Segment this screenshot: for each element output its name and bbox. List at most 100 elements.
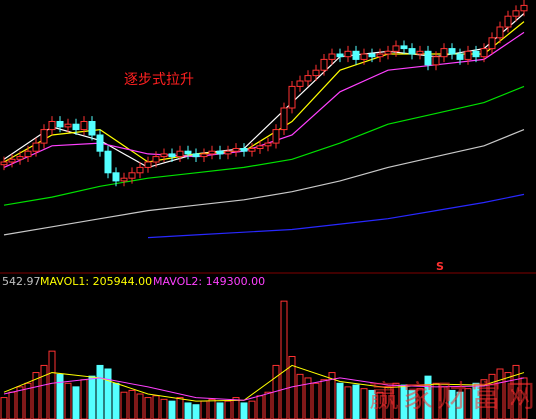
- volume-bar: [184, 402, 192, 419]
- volume-bar: [344, 386, 352, 419]
- candle-body: [336, 53, 344, 58]
- candle-body: [472, 50, 480, 58]
- annotation: 逐步式拉升: [124, 72, 194, 88]
- volume-bar: [192, 404, 200, 419]
- candle-body: [400, 45, 408, 50]
- candle-body: [208, 150, 216, 155]
- volume-bar: [280, 300, 288, 419]
- volume-bar: [56, 373, 64, 419]
- candle-body: [112, 172, 120, 182]
- watermark: 赢家财富网: [369, 380, 536, 415]
- volume-bar: [88, 375, 96, 419]
- candle-body: [320, 58, 328, 71]
- volume-bar: [232, 397, 240, 419]
- candle-body: [64, 123, 72, 128]
- candle-body: [200, 153, 208, 158]
- candle-body: [224, 150, 232, 155]
- volume-bar: [360, 388, 368, 419]
- volume-bar: [496, 368, 504, 419]
- candle-body: [216, 150, 224, 155]
- candle-body: [8, 158, 16, 163]
- volume-bar: [248, 400, 256, 419]
- volume-bar: [216, 402, 224, 419]
- candle-body: [512, 10, 520, 17]
- candle-body: [272, 129, 280, 144]
- candle-body: [520, 4, 528, 12]
- candle-body: [40, 129, 48, 144]
- candle-body: [288, 85, 296, 109]
- volume-bar: [48, 350, 56, 419]
- line: [3, 377, 525, 401]
- volume-bar: [488, 373, 496, 419]
- volume-bar: [336, 382, 344, 419]
- volume-bar: [200, 400, 208, 419]
- volume-bar: [104, 368, 112, 419]
- candle-body: [160, 153, 168, 158]
- volume-bar: [16, 386, 24, 419]
- volume-bar: [328, 372, 336, 419]
- candle-body: [168, 153, 176, 158]
- candle-body: [96, 134, 104, 152]
- volume-bar: [376, 391, 384, 419]
- candle-body: [120, 177, 128, 182]
- volume-bar: [320, 379, 328, 419]
- volume-bar: [256, 395, 264, 419]
- candle-body: [192, 153, 200, 158]
- candle-body: [240, 148, 248, 152]
- signal: S: [436, 260, 444, 273]
- candle-body: [456, 53, 464, 60]
- candle-body: [304, 75, 312, 82]
- line: [147, 193, 525, 239]
- candle-body: [280, 107, 288, 131]
- candle-body: [232, 148, 240, 152]
- candle-body: [384, 50, 392, 55]
- volume-bar: [208, 398, 216, 419]
- vol-label: 542.97: [2, 275, 41, 288]
- candle-body: [480, 48, 488, 58]
- volume-bar: [32, 372, 40, 419]
- candle-body: [144, 161, 152, 168]
- volume-bar: [456, 391, 464, 419]
- candle-body: [424, 50, 432, 66]
- candle-body: [440, 48, 448, 58]
- volume-bar: [144, 397, 152, 419]
- candle-body: [392, 45, 400, 52]
- candle-body: [488, 37, 496, 50]
- volume-bar: [64, 382, 72, 419]
- volume-bar: [120, 391, 128, 419]
- volume-bar: [312, 382, 320, 419]
- candle-body: [256, 145, 264, 150]
- candle-body: [248, 148, 256, 152]
- candle-body: [432, 56, 440, 66]
- candle-body: [464, 50, 472, 60]
- volume-bar: [112, 382, 120, 419]
- mavol1-label: MAVOL1: 205944.00: [40, 275, 152, 288]
- candle-body: [104, 150, 112, 174]
- candle-body: [136, 166, 144, 174]
- candle-body: [56, 121, 64, 128]
- volume-bar: [80, 379, 88, 419]
- volume-bar: [504, 372, 512, 419]
- volume-bar: [152, 395, 160, 419]
- candle-body: [88, 121, 96, 136]
- candle-body: [152, 156, 160, 163]
- candle-body: [448, 48, 456, 55]
- candle-body: [80, 121, 88, 131]
- candle-body: [312, 69, 320, 77]
- candle-body: [496, 26, 504, 39]
- candle-body: [328, 53, 336, 60]
- volume-bar: [168, 400, 176, 419]
- candle-body: [0, 161, 8, 166]
- candle-body: [296, 80, 304, 87]
- candle-body: [32, 142, 40, 152]
- volume-bar: [128, 389, 136, 419]
- line: [3, 129, 525, 236]
- line: [3, 364, 525, 402]
- candle-body: [360, 53, 368, 60]
- volume-bar: [400, 384, 408, 419]
- volume-bar: [0, 397, 8, 419]
